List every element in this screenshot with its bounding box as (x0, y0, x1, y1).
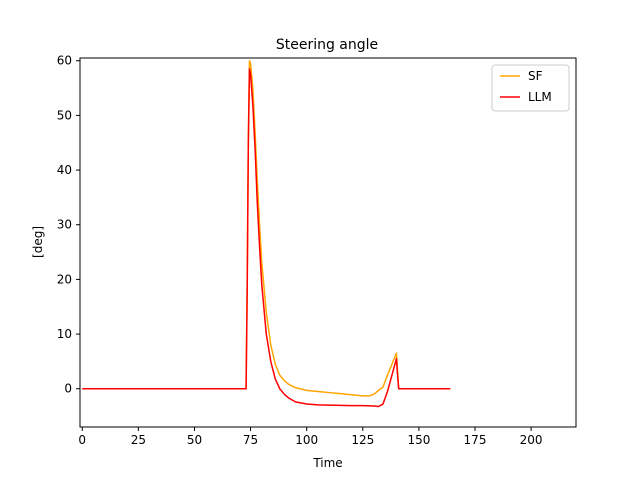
x-axis-label: Time (312, 456, 342, 470)
chart-title: Steering angle (276, 37, 378, 53)
y-axis-ticks: 0 10 20 30 40 50 60 (57, 54, 80, 396)
x-tick-label: 0 (78, 433, 86, 447)
x-tick-label: 75 (243, 433, 258, 447)
x-tick-label: 125 (351, 433, 374, 447)
y-tick-label: 60 (57, 54, 72, 68)
series-layer (82, 59, 451, 408)
legend: SF LLM (491, 64, 570, 112)
x-tick-label: 50 (187, 433, 202, 447)
x-tick-label: 175 (464, 433, 487, 447)
y-tick-label: 10 (57, 327, 72, 341)
y-tick-label: 50 (57, 108, 72, 122)
legend-label-llm: LLM (528, 90, 552, 104)
x-tick-label: 100 (295, 433, 318, 447)
x-tick-label: 150 (407, 433, 430, 447)
y-tick-label: 0 (64, 382, 72, 396)
series-line-llm (82, 68, 451, 408)
x-tick-label: 25 (131, 433, 146, 447)
x-axis-ticks: 0 25 50 75 100 125 150 175 200 (78, 427, 543, 447)
plot-area-frame (79, 57, 577, 428)
x-tick-label: 200 (520, 433, 543, 447)
legend-label-sf: SF (528, 69, 543, 83)
series-line-sf (82, 59, 451, 397)
y-tick-label: 20 (57, 272, 72, 286)
y-tick-label: 40 (57, 163, 72, 177)
y-axis-label: [deg] (31, 226, 45, 258)
y-tick-label: 30 (57, 218, 72, 232)
